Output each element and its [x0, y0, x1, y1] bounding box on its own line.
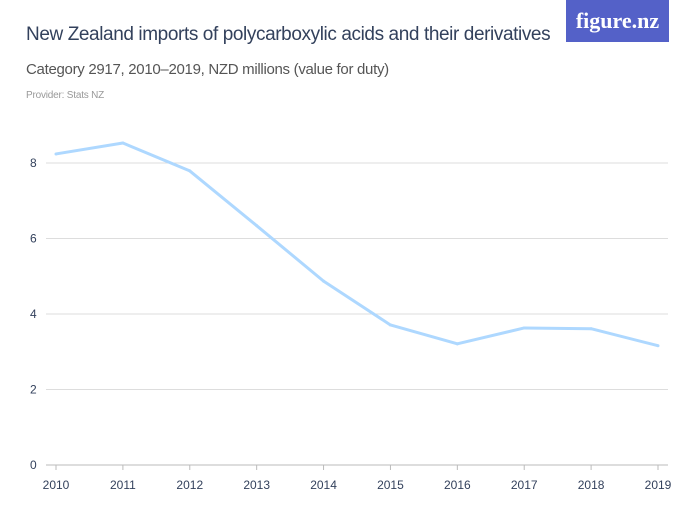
x-tick-label: 2011 — [110, 478, 136, 492]
x-tick-label: 2016 — [444, 478, 471, 492]
data-point — [589, 327, 593, 331]
y-tick-label: 6 — [30, 232, 37, 246]
x-tick-label: 2012 — [176, 478, 203, 492]
series-line — [55, 141, 659, 348]
x-tick-label: 2018 — [578, 478, 605, 492]
x-tick-label: 2019 — [645, 478, 672, 492]
data-point — [54, 152, 58, 156]
data-point — [656, 344, 660, 348]
y-tick-label: 8 — [30, 156, 37, 170]
data-point — [322, 279, 326, 283]
x-tick-label: 2013 — [243, 478, 270, 492]
x-tick-label: 2014 — [310, 478, 337, 492]
data-point — [255, 224, 259, 228]
y-tick-label: 2 — [30, 383, 37, 397]
data-point — [188, 169, 192, 173]
provider-label: Provider: Stats NZ — [26, 90, 105, 101]
data-point — [455, 342, 459, 346]
x-tick-label: 2010 — [43, 478, 70, 492]
figure-nz-logo[interactable]: figure.nz — [566, 0, 669, 42]
data-point — [121, 141, 125, 145]
y-tick-label: 0 — [30, 458, 37, 472]
chart-subtitle: Category 2917, 2010–2019, NZD millions (… — [26, 61, 389, 78]
data-point — [522, 326, 526, 330]
data-point — [388, 323, 392, 327]
x-tick-label: 2015 — [377, 478, 404, 492]
x-tick-label: 2017 — [511, 478, 538, 492]
y-tick-label: 4 — [30, 307, 37, 321]
chart-title: New Zealand imports of polycarboxylic ac… — [26, 24, 551, 45]
